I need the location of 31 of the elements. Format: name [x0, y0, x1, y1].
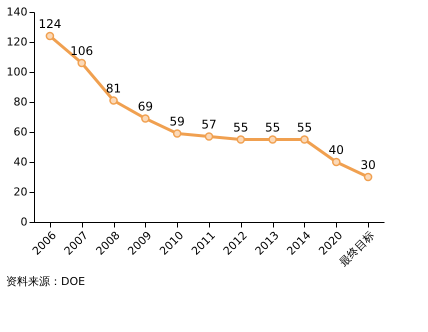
- point: [109, 96, 118, 105]
- point: [332, 158, 341, 166]
- y-tick-label: 60: [14, 126, 28, 138]
- point: [204, 132, 214, 141]
- point: [236, 135, 246, 144]
- data-label: 30: [360, 158, 376, 172]
- y-tick-label: 40: [14, 156, 28, 168]
- data-label: 124: [38, 17, 62, 31]
- data-label: 106: [70, 44, 94, 58]
- point: [364, 172, 372, 182]
- point: [172, 129, 182, 138]
- y-tick-label: 0: [20, 216, 28, 228]
- text: 资料来源：DOE: [6, 274, 86, 288]
- data-label: 59: [170, 114, 185, 128]
- point: [300, 135, 309, 144]
- point: [46, 32, 54, 40]
- point: [268, 135, 277, 144]
- y-tick-label: 100: [6, 66, 28, 78]
- y-tick-label: 140: [6, 6, 28, 18]
- y-tick-label: 20: [14, 186, 28, 198]
- data-label: 55: [264, 120, 280, 134]
- y-tick-label: 120: [6, 36, 28, 48]
- point: [141, 114, 150, 123]
- data-label: 81: [106, 82, 122, 96]
- y-tick-label: 80: [14, 96, 28, 108]
- data-label: 55: [233, 120, 248, 134]
- data-label: 57: [201, 118, 217, 132]
- point: [77, 58, 86, 68]
- data-label: 69: [138, 100, 154, 114]
- data-label: 55: [296, 120, 312, 134]
- data-label: 40: [328, 143, 344, 157]
